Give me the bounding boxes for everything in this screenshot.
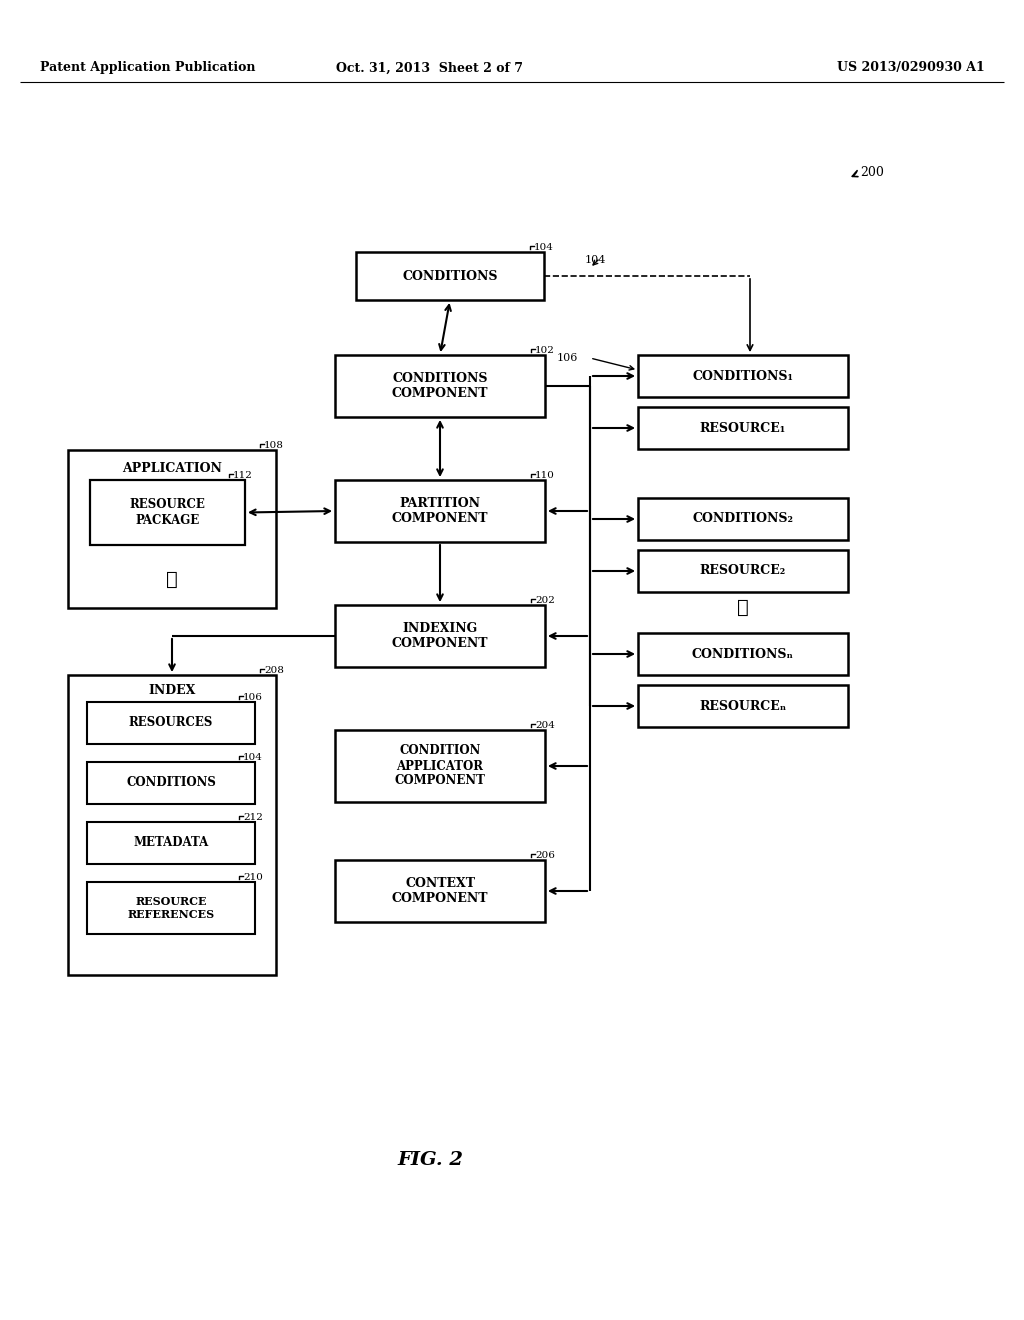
Text: 208: 208 [264, 667, 284, 675]
Text: Patent Application Publication: Patent Application Publication [40, 62, 256, 74]
Text: CONDITIONSₙ: CONDITIONSₙ [692, 648, 794, 660]
Text: CONDITIONS: CONDITIONS [402, 269, 498, 282]
Text: 202: 202 [535, 597, 555, 605]
Text: RESOURCES: RESOURCES [129, 717, 213, 730]
Bar [90, 480, 245, 545]
Text: RESOURCE
REFERENCES: RESOURCE REFERENCES [127, 896, 215, 920]
Bar [335, 730, 545, 803]
Text: CONDITIONS₁: CONDITIONS₁ [692, 370, 794, 383]
Text: FIG. 2: FIG. 2 [397, 1151, 463, 1170]
Text: CONDITIONS: CONDITIONS [126, 776, 216, 789]
Text: 104: 104 [243, 752, 263, 762]
Text: 102: 102 [535, 346, 555, 355]
Text: Oct. 31, 2013  Sheet 2 of 7: Oct. 31, 2013 Sheet 2 of 7 [337, 62, 523, 74]
Text: 204: 204 [535, 721, 555, 730]
Text: RESOURCE
PACKAGE: RESOURCE PACKAGE [130, 499, 206, 527]
Text: ⋮: ⋮ [737, 599, 749, 616]
Bar [68, 675, 276, 975]
Text: PARTITION
COMPONENT: PARTITION COMPONENT [392, 498, 488, 525]
Text: 104: 104 [534, 243, 554, 252]
Text: CONDITION
APPLICATOR
COMPONENT: CONDITION APPLICATOR COMPONENT [394, 744, 485, 788]
Text: INDEX: INDEX [148, 685, 196, 697]
Text: RESOURCEₙ: RESOURCEₙ [699, 700, 786, 713]
Text: 200: 200 [860, 165, 884, 178]
Text: 108: 108 [264, 441, 284, 450]
Text: 210: 210 [243, 873, 263, 882]
Bar [335, 861, 545, 921]
Bar [87, 822, 255, 865]
Bar [335, 480, 545, 543]
Text: APPLICATION: APPLICATION [122, 462, 222, 474]
Bar [638, 498, 848, 540]
Text: 212: 212 [243, 813, 263, 822]
Text: 206: 206 [535, 851, 555, 861]
Bar [356, 252, 544, 300]
Text: US 2013/0290930 A1: US 2013/0290930 A1 [838, 62, 985, 74]
Text: CONDITIONS
COMPONENT: CONDITIONS COMPONENT [392, 372, 488, 400]
Text: INDEXING
COMPONENT: INDEXING COMPONENT [392, 622, 488, 649]
Bar [68, 450, 276, 609]
Bar [87, 762, 255, 804]
Bar [335, 355, 545, 417]
Text: 104: 104 [585, 255, 605, 265]
Bar [638, 355, 848, 397]
Bar [638, 685, 848, 727]
Text: METADATA: METADATA [133, 837, 209, 850]
Text: 110: 110 [535, 471, 555, 480]
Text: ⋮: ⋮ [166, 572, 178, 589]
Text: 112: 112 [233, 471, 253, 480]
Text: 106: 106 [243, 693, 263, 702]
Bar [638, 634, 848, 675]
Bar [87, 882, 255, 935]
Bar [638, 407, 848, 449]
Text: CONTEXT
COMPONENT: CONTEXT COMPONENT [392, 876, 488, 906]
Text: CONDITIONS₂: CONDITIONS₂ [692, 512, 794, 525]
Text: RESOURCE₂: RESOURCE₂ [699, 565, 786, 578]
Bar [638, 550, 848, 591]
Text: 106: 106 [556, 352, 578, 363]
Bar [87, 702, 255, 744]
Text: RESOURCE₁: RESOURCE₁ [699, 421, 786, 434]
Bar [335, 605, 545, 667]
